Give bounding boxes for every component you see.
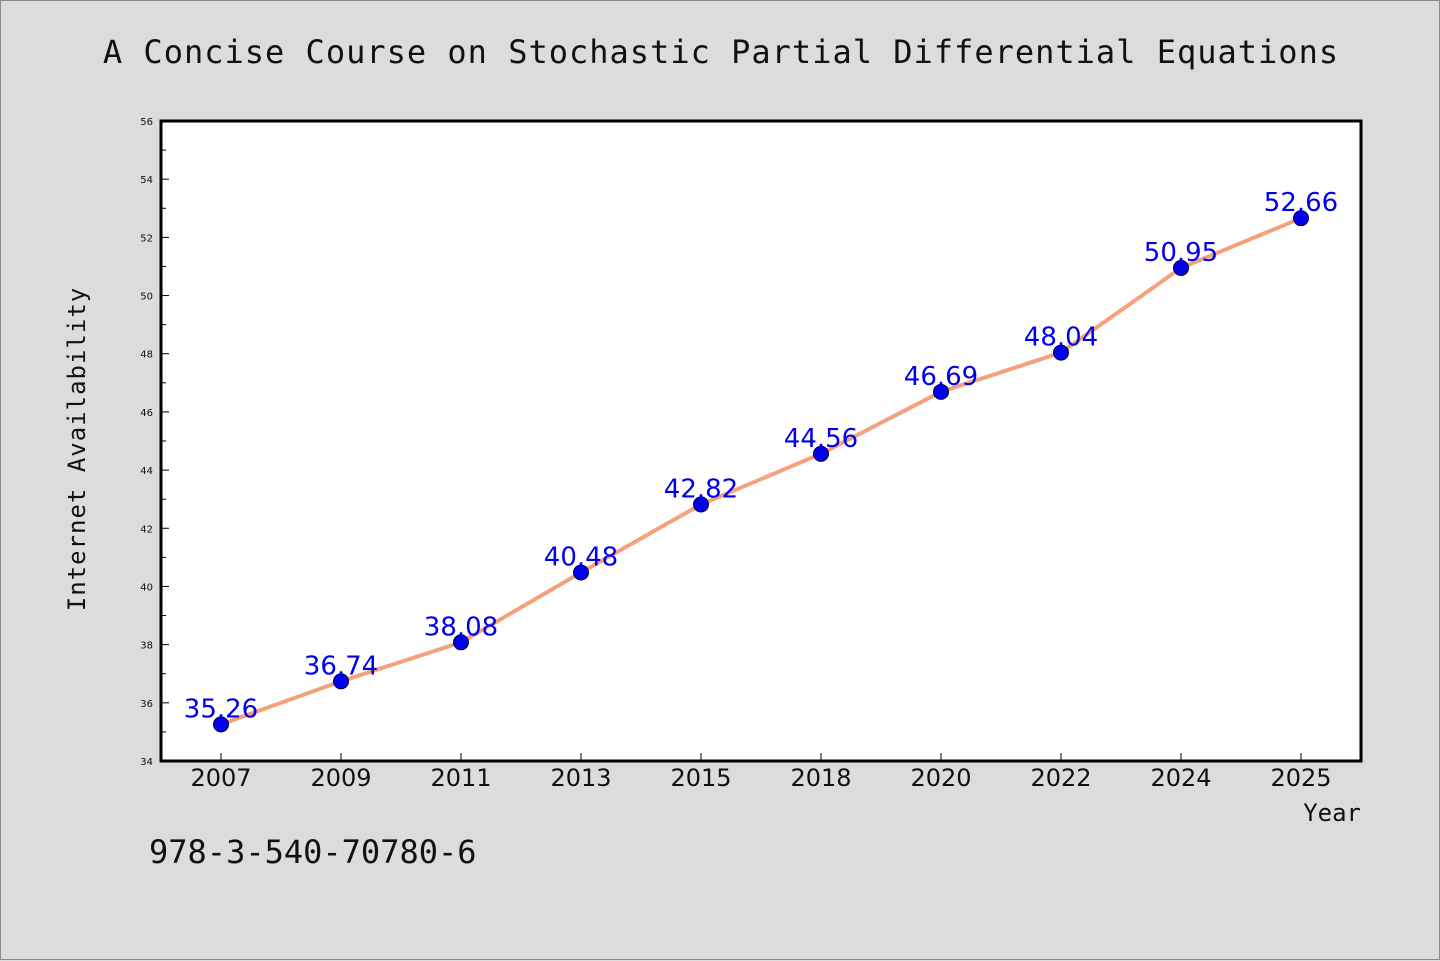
data-label: 38.08 bbox=[424, 612, 498, 642]
x-tick-label: 2025 bbox=[1270, 764, 1331, 792]
y-axis-label: Internet Availability bbox=[63, 287, 91, 611]
data-point bbox=[573, 564, 589, 581]
y-tick-label: 56 bbox=[140, 117, 153, 128]
x-tick-label: 2011 bbox=[430, 764, 491, 792]
data-point bbox=[1173, 259, 1189, 276]
plot-area bbox=[159, 119, 1363, 763]
x-axis-ticks: 2007 2009 2011 2013 2015 2018 2020 2022 2024 2025 bbox=[190, 753, 1332, 792]
data-point bbox=[933, 383, 949, 400]
data-point bbox=[213, 716, 229, 733]
x-tick-label: 2013 bbox=[550, 764, 611, 792]
y-tick-label: 36 bbox=[140, 699, 153, 710]
data-label: 36.74 bbox=[304, 651, 378, 681]
data-point bbox=[1053, 344, 1069, 361]
x-axis-label: Year bbox=[1303, 799, 1361, 827]
y-tick-label: 46 bbox=[140, 408, 153, 419]
x-tick-label: 2022 bbox=[1030, 764, 1091, 792]
data-point bbox=[813, 445, 829, 462]
x-tick-label: 2024 bbox=[1150, 764, 1211, 792]
data-label: 48.04 bbox=[1024, 323, 1098, 353]
x-tick-label: 2007 bbox=[190, 764, 251, 792]
data-point bbox=[693, 496, 709, 513]
x-tick-label: 2020 bbox=[910, 764, 971, 792]
data-point bbox=[453, 634, 469, 651]
y-tick-label: 54 bbox=[140, 175, 153, 186]
data-label: 44.56 bbox=[784, 424, 858, 454]
y-tick-label: 50 bbox=[140, 292, 153, 303]
data-label: 42.82 bbox=[664, 474, 738, 504]
y-tick-label: 52 bbox=[140, 233, 153, 244]
data-label: 40.48 bbox=[544, 542, 618, 572]
series-line bbox=[220, 216, 1302, 727]
y-tick-label: 38 bbox=[140, 641, 153, 652]
y-tick-label: 34 bbox=[140, 757, 153, 768]
isbn-text: 978-3-540-70780-6 bbox=[149, 833, 477, 871]
y-tick-label: 48 bbox=[140, 350, 153, 361]
y-tick-label: 44 bbox=[140, 466, 153, 477]
chart-title: A Concise Course on Stochastic Partial D… bbox=[102, 33, 1340, 71]
data-point bbox=[1293, 210, 1309, 227]
x-tick-label: 2009 bbox=[310, 764, 371, 792]
x-tick-label: 2015 bbox=[670, 764, 731, 792]
x-tick-label: 2018 bbox=[790, 764, 851, 792]
data-point bbox=[333, 673, 349, 690]
data-labels: 35.26 36.74 38.08 40.48 42.82 44.56 46.69 48.04… bbox=[184, 188, 1338, 724]
y-tick-label: 40 bbox=[140, 582, 153, 593]
series-markers bbox=[213, 210, 1309, 733]
data-label: 50.95 bbox=[1144, 238, 1218, 268]
data-label: 52.66 bbox=[1264, 188, 1338, 218]
data-label: 46.69 bbox=[904, 362, 978, 392]
y-tick-label: 42 bbox=[140, 524, 153, 535]
y-axis-ticks: 34 36 38 40 42 44 46 48 50 52 54 56 bbox=[140, 117, 169, 768]
data-label: 35.26 bbox=[184, 694, 258, 724]
